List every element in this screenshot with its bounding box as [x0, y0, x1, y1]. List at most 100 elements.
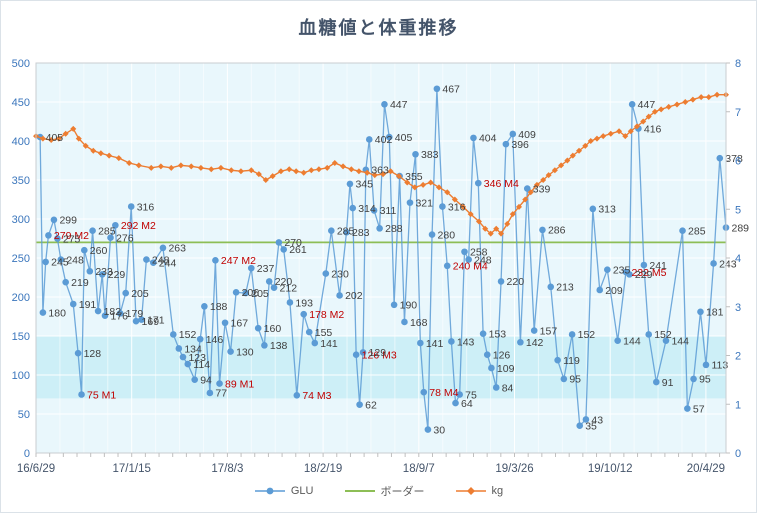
svg-text:142: 142 — [526, 337, 544, 349]
svg-text:229: 229 — [635, 269, 653, 281]
svg-text:241: 241 — [649, 260, 667, 272]
svg-text:279 M2: 279 M2 — [54, 230, 89, 242]
svg-text:339: 339 — [533, 183, 551, 195]
svg-text:314: 314 — [358, 203, 376, 215]
svg-text:193: 193 — [295, 297, 313, 309]
svg-text:292 M2: 292 M2 — [121, 220, 156, 232]
svg-text:119: 119 — [563, 355, 580, 367]
svg-text:171: 171 — [147, 314, 165, 326]
svg-text:43: 43 — [591, 414, 603, 426]
svg-text:30: 30 — [433, 424, 445, 436]
svg-text:248: 248 — [66, 254, 84, 266]
svg-text:62: 62 — [365, 399, 377, 411]
svg-text:235: 235 — [613, 265, 631, 277]
svg-text:64: 64 — [461, 398, 473, 410]
svg-text:248: 248 — [152, 254, 170, 266]
svg-text:285: 285 — [337, 226, 355, 238]
svg-text:144: 144 — [623, 335, 641, 347]
svg-text:321: 321 — [415, 197, 433, 209]
svg-text:500: 500 — [12, 58, 30, 70]
svg-text:229: 229 — [108, 269, 126, 281]
svg-text:1: 1 — [735, 399, 741, 411]
svg-text:243: 243 — [719, 258, 737, 270]
svg-text:202: 202 — [345, 290, 363, 302]
svg-text:129: 129 — [369, 347, 387, 359]
svg-text:123: 123 — [188, 352, 206, 364]
svg-text:182: 182 — [104, 306, 122, 318]
svg-text:126 M3: 126 M3 — [362, 350, 397, 362]
svg-text:363: 363 — [371, 165, 389, 177]
svg-text:77: 77 — [215, 388, 227, 400]
svg-text:18/9/7: 18/9/7 — [403, 463, 435, 475]
legend-label-border: ボーダー — [380, 486, 425, 498]
svg-text:263: 263 — [168, 243, 186, 255]
svg-text:230: 230 — [331, 268, 349, 280]
svg-text:350: 350 — [12, 175, 30, 187]
svg-text:169: 169 — [142, 316, 160, 328]
svg-text:205: 205 — [131, 288, 149, 300]
svg-text:276: 276 — [116, 233, 134, 245]
svg-text:143: 143 — [457, 336, 475, 348]
svg-text:152: 152 — [578, 329, 596, 341]
svg-text:74 M3: 74 M3 — [302, 390, 331, 402]
kg-legend-marker-icon — [455, 487, 486, 495]
svg-text:16/6/29: 16/6/29 — [17, 463, 55, 475]
svg-text:316: 316 — [448, 201, 466, 213]
svg-text:286: 286 — [548, 225, 566, 237]
svg-text:405: 405 — [46, 132, 64, 144]
svg-text:35: 35 — [585, 421, 597, 433]
svg-text:0: 0 — [24, 448, 30, 460]
svg-text:95: 95 — [699, 374, 711, 386]
svg-text:280: 280 — [438, 229, 456, 241]
svg-text:416: 416 — [644, 123, 662, 135]
svg-text:19/3/26: 19/3/26 — [495, 463, 533, 475]
svg-text:316: 316 — [137, 201, 155, 213]
svg-text:6: 6 — [735, 156, 741, 168]
svg-text:138: 138 — [270, 340, 288, 352]
svg-text:150: 150 — [12, 331, 30, 343]
svg-text:346 M4: 346 M4 — [484, 178, 519, 190]
border-legend-marker-icon — [344, 490, 375, 492]
svg-text:157: 157 — [540, 325, 558, 337]
svg-text:258: 258 — [470, 247, 488, 259]
legend-item-kg[interactable]: kg — [455, 485, 504, 497]
svg-text:245: 245 — [51, 257, 69, 269]
svg-text:144: 144 — [671, 335, 689, 347]
svg-text:178 M2: 178 M2 — [309, 309, 344, 321]
svg-text:237: 237 — [257, 263, 275, 275]
legend-item-border[interactable]: ボーダー — [344, 483, 425, 499]
svg-text:155: 155 — [315, 327, 333, 339]
legend-item-glu[interactable]: GLU — [254, 485, 314, 497]
svg-text:0: 0 — [735, 448, 741, 460]
axes — [35, 62, 730, 457]
svg-text:300: 300 — [12, 214, 30, 226]
svg-text:19/10/12: 19/10/12 — [588, 463, 633, 475]
svg-text:396: 396 — [511, 139, 529, 151]
svg-text:405: 405 — [395, 132, 413, 144]
legend-label-kg: kg — [491, 485, 504, 497]
svg-text:233: 233 — [95, 266, 113, 278]
svg-text:130: 130 — [236, 346, 254, 358]
svg-text:205: 205 — [251, 288, 269, 300]
svg-text:91: 91 — [662, 377, 674, 389]
svg-text:220: 220 — [507, 276, 525, 288]
svg-text:355: 355 — [405, 171, 423, 183]
svg-text:181: 181 — [706, 307, 724, 319]
svg-text:18/2/19: 18/2/19 — [304, 463, 342, 475]
svg-text:219: 219 — [71, 277, 89, 289]
svg-text:78 M4: 78 M4 — [429, 387, 458, 399]
kg-series — [33, 91, 729, 237]
svg-text:311: 311 — [380, 205, 397, 217]
svg-text:248: 248 — [474, 254, 492, 266]
svg-text:261: 261 — [289, 244, 307, 256]
svg-text:160: 160 — [264, 323, 282, 335]
svg-text:7: 7 — [735, 107, 741, 119]
svg-text:190: 190 — [400, 300, 418, 312]
svg-text:5: 5 — [735, 204, 741, 216]
svg-text:167: 167 — [231, 318, 249, 330]
axis-labels: 5004504003503002502001501005008765432101… — [12, 58, 741, 475]
svg-text:94: 94 — [200, 374, 212, 386]
svg-text:220: 220 — [275, 276, 293, 288]
svg-text:450: 450 — [12, 97, 30, 109]
